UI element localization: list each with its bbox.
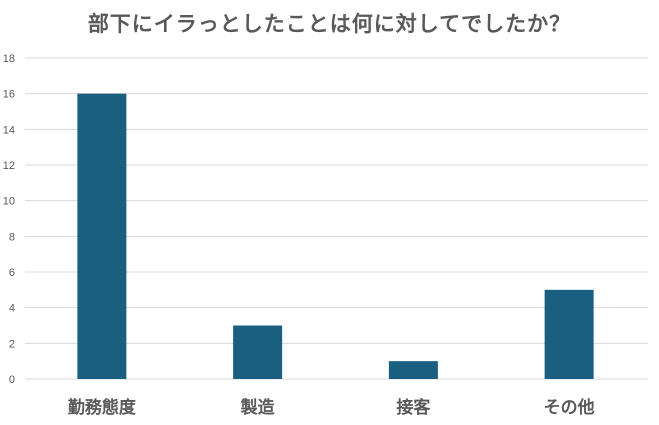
y-tick-label: 2: [9, 338, 15, 350]
y-axis-ticks: 0 2 4 6 8 10 12 14 16 18: [3, 53, 15, 386]
x-tick-label: 製造: [240, 397, 276, 418]
y-tick-label: 6: [9, 267, 15, 279]
bar: [388, 361, 438, 379]
bar: [544, 289, 594, 379]
bar: [77, 93, 127, 380]
bar: [233, 325, 283, 379]
y-tick-label: 18: [3, 53, 15, 65]
y-tick-label: 14: [3, 124, 15, 136]
y-tick-label: 12: [3, 160, 15, 172]
y-tick-label: 4: [9, 303, 15, 315]
y-tick-label: 10: [3, 196, 15, 208]
x-tick-label: 接客: [396, 397, 431, 418]
x-tick-label: その他: [544, 397, 595, 418]
x-axis-ticks: 勤務態度 製造 接客 その他: [68, 397, 595, 418]
x-tick-label: 勤務態度: [68, 397, 137, 418]
y-tick-label: 0: [9, 374, 15, 386]
gridlines: [25, 57, 648, 380]
bars: [77, 93, 594, 380]
y-tick-label: 8: [9, 231, 15, 243]
y-tick-label: 16: [3, 89, 15, 101]
chart-title: 部下にイラっとしたことは何に対してでしたか？: [87, 12, 572, 36]
